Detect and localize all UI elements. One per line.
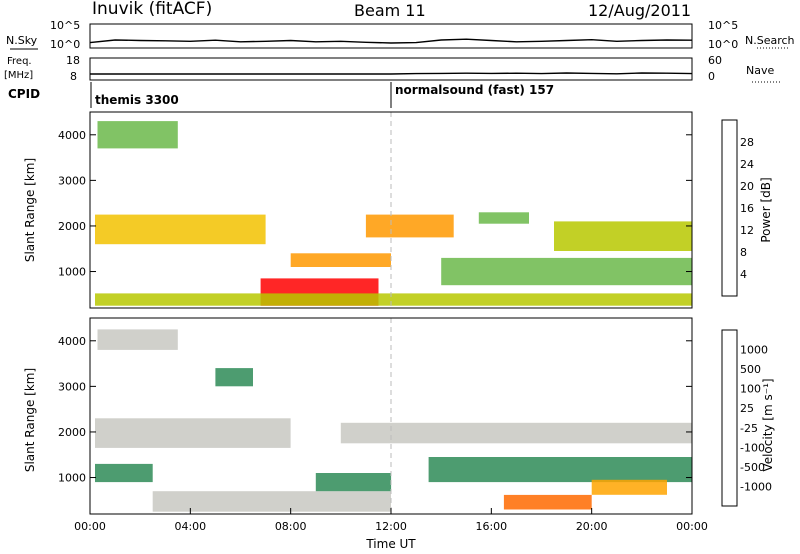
- echo-region: [95, 293, 692, 306]
- velocity-y-axis: 1000 2000 3000 4000: [58, 335, 692, 485]
- echo-region: [428, 457, 692, 483]
- colorbar-tick-label: 24: [740, 158, 754, 171]
- echo-region: [441, 257, 692, 286]
- power-colorbar-label: Power [dB]: [759, 177, 773, 242]
- nsky-tick-top: 10^5: [50, 19, 80, 32]
- colorbar-tick-label: 28: [740, 136, 754, 149]
- echo-region: [365, 214, 454, 238]
- x-tick-label: 08:00: [275, 520, 307, 533]
- nsky-label: N.Sky: [6, 34, 38, 47]
- nsky-series: [89, 38, 693, 44]
- velocity-colorbar-label: Velocity [m s⁻¹]: [761, 378, 775, 471]
- beam-title: Beam 11: [354, 1, 426, 20]
- colorbar-tick-label: -25: [740, 422, 758, 435]
- nsearch-label: N.Search: [745, 34, 795, 47]
- power-data: [95, 121, 692, 306]
- x-tick-label: 00:00: [74, 520, 106, 533]
- echo-region: [340, 422, 692, 444]
- freq-strip: Freq. [MHz] 18 8 60 0 Nave: [4, 54, 780, 83]
- echo-region: [95, 418, 291, 448]
- nsearch-tick-bottom: 10^0: [708, 38, 738, 51]
- nsky-frame: [89, 23, 693, 49]
- y-tick-label: 2000: [58, 426, 86, 439]
- power-y-axis: 1000 2000 3000 4000: [58, 129, 692, 279]
- echo-region: [215, 368, 253, 387]
- time-axis: 00:00 04:00 08:00 12:00 16:00 20:00 00:00: [74, 508, 708, 533]
- colorbar-tick-label: 16: [740, 202, 754, 215]
- colorbar-frame: [721, 119, 738, 297]
- power-colorbar: 28 24 20 16 12 8 4: [721, 119, 754, 297]
- colorbar-tick-label: 1000: [740, 344, 768, 357]
- y-tick-label: 1000: [58, 472, 86, 485]
- colorbar-tick-label: -100: [740, 441, 765, 454]
- echo-region: [591, 479, 667, 495]
- nsky-line: [89, 38, 693, 44]
- echo-region: [503, 494, 592, 510]
- echo-region: [554, 221, 692, 251]
- echo-region: [315, 473, 392, 492]
- echo-region: [97, 121, 178, 149]
- x-tick-label: 20:00: [576, 520, 608, 533]
- colorbar-tick-label: 100: [740, 383, 761, 396]
- power-panel: 1000 2000 3000 4000 Slant Range [km] 28 24 20…: [23, 111, 773, 309]
- colorbar-tick-label: 8: [740, 246, 747, 259]
- velocity-panel: 1000 2000 3000 4000 Slant Range [km] 1000 50…: [23, 317, 775, 551]
- y-tick-label: 3000: [58, 380, 86, 393]
- freq-tick-bottom: 8: [70, 70, 77, 83]
- x-tick-label: 12:00: [375, 520, 407, 533]
- freq-line: [90, 72, 693, 75]
- colorbar-tick-label: 500: [740, 363, 761, 376]
- cpid-segment-1: themis 3300: [95, 93, 179, 107]
- colorbar-tick-label: 20: [740, 180, 754, 193]
- echo-region: [152, 491, 391, 512]
- nave-tick-bottom: 0: [708, 70, 715, 83]
- y-tick-label: 4000: [58, 129, 86, 142]
- colorbar-tick-label: -1000: [740, 480, 772, 493]
- freq-unit-label: [MHz]: [4, 70, 33, 81]
- echo-region: [97, 329, 178, 350]
- cpid-segment-2: normalsound (fast) 157: [395, 83, 554, 97]
- cpid-row: CPID themis 3300 normalsound (fast) 157: [8, 82, 554, 108]
- y-tick-label: 2000: [58, 220, 86, 233]
- x-tick-label: 16:00: [475, 520, 507, 533]
- site-title: Inuvik (fitACF): [92, 0, 212, 19]
- y-tick-label: 3000: [58, 174, 86, 187]
- nsearch-tick-top: 10^5: [708, 19, 738, 32]
- y-tick-label: 1000: [58, 266, 86, 279]
- freq-series: [90, 72, 693, 75]
- colorbar-frame: [721, 329, 738, 507]
- power-ylabel: Slant Range [km]: [23, 158, 37, 262]
- cpid-label: CPID: [8, 87, 40, 101]
- velocity-data: [95, 329, 692, 512]
- velocity-ylabel: Slant Range [km]: [23, 368, 37, 472]
- freq-frame: [89, 57, 693, 81]
- freq-label: Freq.: [7, 56, 32, 67]
- colorbar-tick-label: -500: [740, 461, 765, 474]
- colorbar-tick-label: 12: [740, 224, 754, 237]
- echo-region: [95, 214, 266, 245]
- echo-region: [478, 212, 529, 224]
- velocity-colorbar: 1000 500 100 25 -25 -100 -500 -1000: [721, 329, 772, 507]
- time-axis-label: Time UT: [365, 537, 416, 551]
- freq-tick-top: 18: [66, 54, 80, 67]
- echo-region: [95, 463, 153, 483]
- date-title: 12/Aug/2011: [588, 1, 691, 20]
- echo-region: [290, 253, 391, 267]
- nsky-tick-bottom: 10^0: [50, 38, 80, 51]
- x-tick-label: 00:00: [676, 520, 708, 533]
- colorbar-tick-label: 4: [740, 268, 747, 281]
- power-frame-outline: [89, 111, 693, 309]
- nave-label: Nave: [746, 64, 774, 77]
- colorbar-tick-label: 25: [740, 402, 754, 415]
- x-tick-label: 04:00: [174, 520, 206, 533]
- y-tick-label: 4000: [58, 335, 86, 348]
- nsky-strip: N.Sky 10^5 10^0 10^5 10^0 N.Search: [6, 19, 795, 51]
- nave-tick-top: 60: [708, 54, 722, 67]
